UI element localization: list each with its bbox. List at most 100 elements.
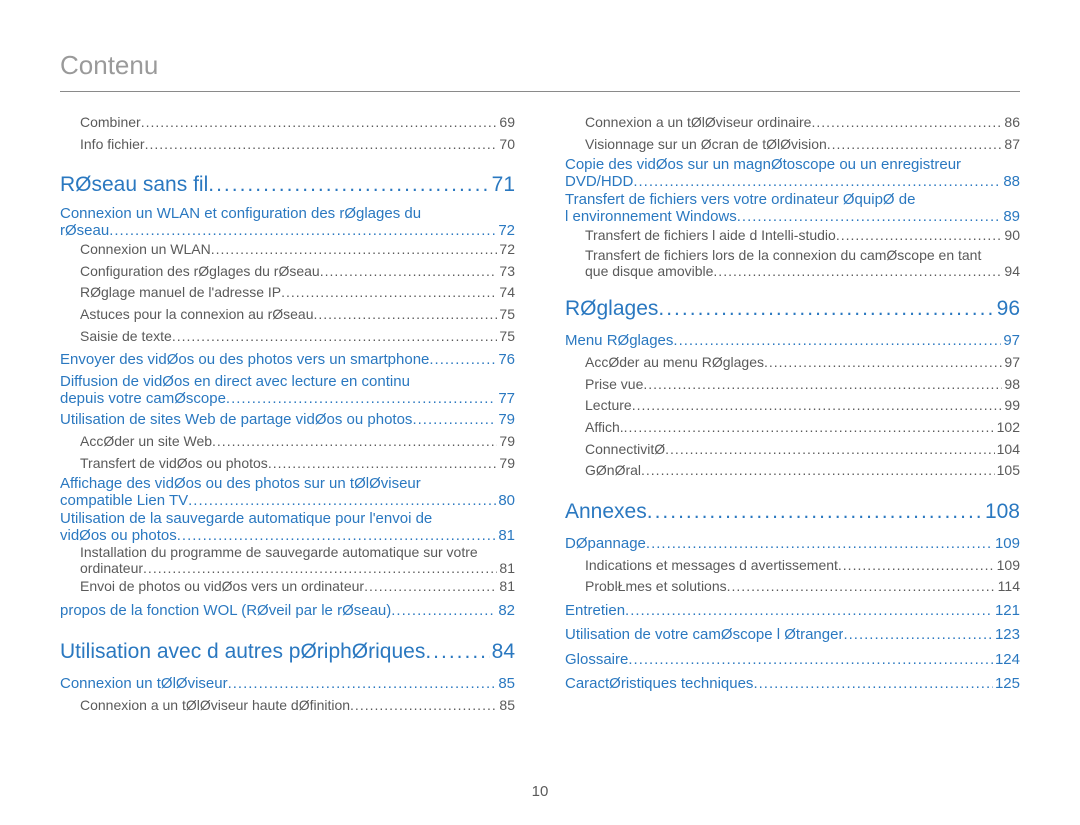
toc-sub[interactable]: Visionnage sur un Øcran de tØlØvision87 bbox=[565, 134, 1020, 156]
toc-page: 85 bbox=[497, 695, 515, 717]
leader bbox=[643, 374, 1002, 396]
toc-page: 79 bbox=[496, 408, 515, 431]
toc-page: 72 bbox=[496, 222, 515, 239]
toc-sub[interactable]: Connexion un WLAN72 bbox=[60, 239, 515, 261]
toc-label-line2: que disque amovible bbox=[585, 263, 713, 279]
leader bbox=[641, 460, 995, 482]
toc-section[interactable]: Connexion un tØlØviseur85 bbox=[60, 672, 515, 695]
toc-section[interactable]: Envoyer des vidØos ou des photos vers un… bbox=[60, 348, 515, 371]
toc-label: Visionnage sur un Øcran de tØlØvision bbox=[585, 134, 827, 156]
toc-sub[interactable]: Info fichier70 bbox=[60, 134, 515, 156]
toc-sub[interactable]: Transfert de vidØos ou photos79 bbox=[60, 453, 515, 475]
toc-page: 81 bbox=[497, 576, 515, 598]
toc-sub[interactable]: Installation du programme de sauvegarde … bbox=[60, 544, 515, 576]
toc-section[interactable]: DØpannage109 bbox=[565, 532, 1020, 555]
toc-sub[interactable]: Affich.102 bbox=[565, 417, 1020, 439]
toc-section[interactable]: Transfert de fichiers vers votre ordinat… bbox=[565, 191, 1020, 225]
toc-sub[interactable]: GØnØral 105 bbox=[565, 460, 1020, 482]
toc-sub[interactable]: ProblŁmes et solutions114 bbox=[565, 576, 1020, 598]
leader bbox=[429, 348, 496, 371]
leader bbox=[141, 112, 498, 134]
toc-page: 77 bbox=[496, 390, 515, 407]
toc-sub[interactable]: Connexion a un tØlØviseur ordinaire86 bbox=[565, 112, 1020, 134]
toc-sub[interactable]: Indications et messages d avertissement 1… bbox=[565, 555, 1020, 577]
leader bbox=[425, 636, 489, 669]
toc-label: GØnØral bbox=[585, 460, 641, 482]
leader bbox=[320, 261, 498, 283]
toc-sub[interactable]: Combiner69 bbox=[60, 112, 515, 134]
toc-page: 123 bbox=[993, 623, 1020, 646]
toc-section[interactable]: Utilisation de votre camØscope l Øtrange… bbox=[565, 623, 1020, 646]
toc-sub[interactable]: Prise vue98 bbox=[565, 374, 1020, 396]
toc-label-line2: DVD/HDD bbox=[565, 173, 633, 190]
toc-section[interactable]: Affichage des vidØos ou des photos sur u… bbox=[60, 475, 515, 509]
toc-label: Lecture bbox=[585, 395, 632, 417]
toc-chapter[interactable]: Annexes108 bbox=[565, 496, 1020, 529]
toc-page: 125 bbox=[993, 672, 1020, 695]
leader bbox=[177, 527, 497, 544]
toc-label-line2: compatible Lien TV bbox=[60, 492, 188, 509]
toc-label: Glossaire bbox=[565, 648, 628, 671]
leader bbox=[811, 112, 1002, 134]
toc-page: 76 bbox=[496, 348, 515, 371]
toc-section[interactable]: Utilisation de la sauvegarde automatique… bbox=[60, 510, 515, 544]
right-column: Connexion a un tØlØviseur ordinaire86 Vi… bbox=[565, 112, 1020, 717]
toc-page: 102 bbox=[995, 417, 1020, 439]
toc-sub[interactable]: Envoi de photos ou vidØos vers un ordina… bbox=[60, 576, 515, 598]
toc-page: 109 bbox=[995, 555, 1020, 577]
toc-sub[interactable]: Lecture 99 bbox=[565, 395, 1020, 417]
toc-page: 75 bbox=[497, 304, 515, 326]
toc-label: propos de la fonction WOL (RØveil par le… bbox=[60, 599, 391, 622]
toc-section[interactable]: Menu RØglages97 bbox=[565, 329, 1020, 352]
toc-section[interactable]: Glossaire124 bbox=[565, 648, 1020, 671]
toc-sub[interactable]: AccØder un site Web79 bbox=[60, 431, 515, 453]
toc-label-line2: vidØos ou photos bbox=[60, 527, 177, 544]
toc-sub[interactable]: AccØder au menu RØglages97 bbox=[565, 352, 1020, 374]
leader bbox=[838, 555, 995, 577]
toc-page: 108 bbox=[983, 496, 1020, 529]
toc-sub[interactable]: Transfert de fichiers l aide d Intelli-s… bbox=[565, 225, 1020, 247]
toc-sub[interactable]: Astuces pour la connexion au rØseau75 bbox=[60, 304, 515, 326]
toc-section[interactable]: Diffusion de vidØos en direct avec lectu… bbox=[60, 373, 515, 407]
toc-label-line1: Installation du programme de sauvegarde … bbox=[80, 544, 515, 560]
toc-section[interactable]: Copie des vidØos sur un magnØtoscope ou … bbox=[565, 156, 1020, 190]
toc-section[interactable]: Entretien121 bbox=[565, 599, 1020, 622]
toc-label-line2: depuis votre camØscope bbox=[60, 390, 226, 407]
toc-section[interactable]: Utilisation de sites Web de partage vidØ… bbox=[60, 408, 515, 431]
toc-page: 99 bbox=[1002, 395, 1020, 417]
toc-section[interactable]: propos de la fonction WOL (RØveil par le… bbox=[60, 599, 515, 622]
leader bbox=[624, 417, 995, 439]
toc-section[interactable]: Connexion un WLAN et configuration des r… bbox=[60, 205, 515, 239]
leader bbox=[188, 492, 496, 509]
toc-chapter[interactable]: Utilisation avec d autres pØriphØriques 8… bbox=[60, 636, 515, 669]
toc-page: 84 bbox=[490, 636, 515, 669]
toc-page: 98 bbox=[1002, 374, 1020, 396]
leader bbox=[212, 431, 497, 453]
toc-label: Connexion un WLAN bbox=[80, 239, 211, 261]
toc-label: AccØder un site Web bbox=[80, 431, 212, 453]
toc-sub[interactable]: Configuration des rØglages du rØseau73 bbox=[60, 261, 515, 283]
leader bbox=[364, 576, 497, 598]
toc-label: Indications et messages d avertissement bbox=[585, 555, 838, 577]
toc-sub[interactable]: Saisie de texte75 bbox=[60, 326, 515, 348]
toc-sub[interactable]: Transfert de fichiers lors de la connexi… bbox=[565, 247, 1020, 279]
toc-chapter[interactable]: RØseau sans fil71 bbox=[60, 169, 515, 202]
leader bbox=[109, 222, 496, 239]
toc-label: Combiner bbox=[80, 112, 141, 134]
toc-page: 80 bbox=[496, 492, 515, 509]
toc-label: ProblŁmes et solutions bbox=[585, 576, 727, 598]
toc-page: 94 bbox=[1002, 263, 1020, 279]
toc-sub[interactable]: ConnectivitØ104 bbox=[565, 439, 1020, 461]
toc-label: Utilisation avec d autres pØriphØriques bbox=[60, 636, 425, 669]
toc-label: Configuration des rØglages du rØseau bbox=[80, 261, 320, 283]
toc-chapter[interactable]: RØglages96 bbox=[565, 293, 1020, 326]
toc-page: 105 bbox=[995, 460, 1020, 482]
toc-label-line1: Transfert de fichiers lors de la connexi… bbox=[585, 247, 1020, 263]
toc-sub[interactable]: Connexion a un tØlØviseur haute dØfiniti… bbox=[60, 695, 515, 717]
page-number: 10 bbox=[0, 783, 1080, 800]
toc-sub[interactable]: RØglage manuel de l'adresse IP74 bbox=[60, 282, 515, 304]
toc-page: 89 bbox=[1001, 208, 1020, 225]
toc-label-line1: Connexion un WLAN et configuration des r… bbox=[60, 205, 515, 222]
toc-page: 71 bbox=[490, 169, 515, 202]
toc-section[interactable]: CaractØristiques techniques125 bbox=[565, 672, 1020, 695]
